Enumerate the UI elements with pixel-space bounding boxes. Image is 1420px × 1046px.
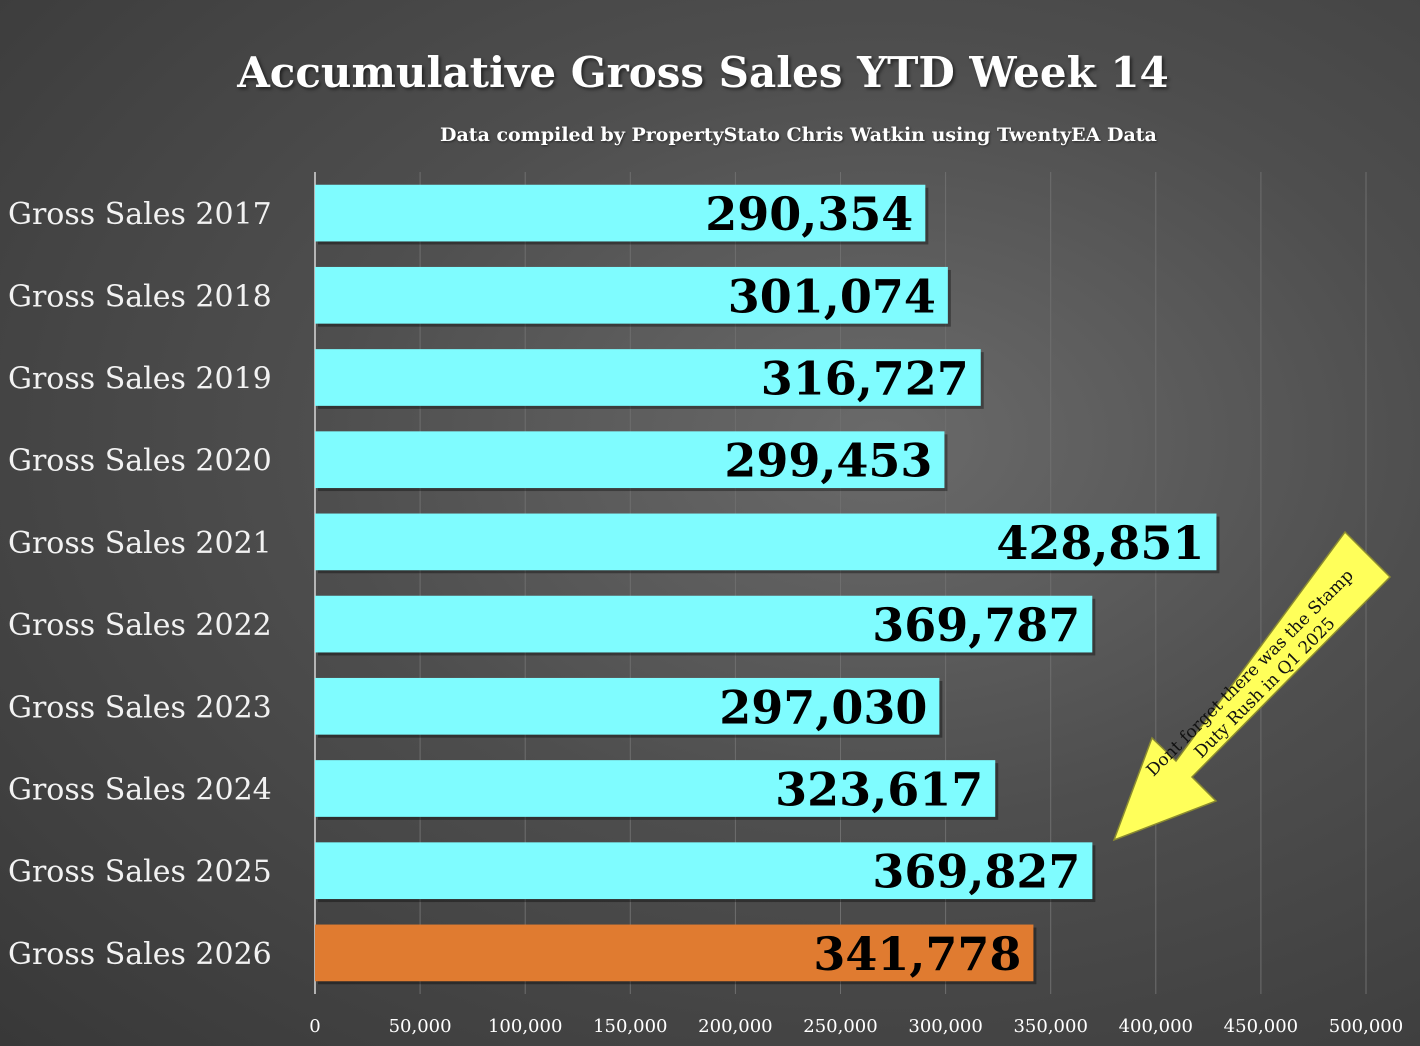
bar	[315, 842, 1093, 900]
chart-subtitle: Data compiled by PropertyStato Chris Wat…	[440, 124, 1157, 146]
x-tick-label: 500,000	[1329, 1016, 1403, 1037]
data-label: 428,851	[996, 516, 1204, 570]
bars	[315, 184, 1220, 985]
category-label: Gross Sales 2026	[8, 937, 272, 972]
data-label: 297,030	[719, 680, 927, 734]
bar	[315, 349, 981, 406]
x-tick-label: 450,000	[1224, 1016, 1298, 1037]
category-label: Gross Sales 2021	[8, 526, 272, 561]
bar	[315, 184, 926, 242]
data-label: 341,778	[813, 927, 1021, 981]
labels: Gross Sales 2017 290,354 Gross Sales 2018 3…	[8, 187, 1204, 981]
x-tick-label: 300,000	[908, 1016, 982, 1037]
data-label: 369,787	[872, 598, 1080, 652]
x-tick-label: 250,000	[803, 1016, 877, 1037]
data-label: 299,453	[724, 434, 932, 488]
data-label: 369,827	[872, 845, 1080, 899]
bar	[315, 924, 1034, 982]
category-label: Gross Sales 2024	[8, 773, 272, 808]
x-tick-label: 200,000	[698, 1016, 772, 1037]
bar	[315, 595, 1093, 653]
data-label: 323,617	[775, 763, 983, 817]
data-label: 316,727	[761, 352, 969, 406]
x-tick-label: 150,000	[593, 1016, 667, 1037]
arrow-shape	[1112, 530, 1392, 842]
data-label: 301,074	[728, 269, 936, 323]
category-label: Gross Sales 2019	[8, 362, 272, 397]
bar	[315, 513, 1217, 571]
x-tick-label: 50,000	[389, 1016, 452, 1037]
chart-title: Accumulative Gross Sales YTD Week 14	[237, 48, 1169, 97]
x-tick-label: 100,000	[488, 1016, 562, 1037]
bar	[315, 760, 996, 817]
category-label: Gross Sales 2025	[8, 855, 272, 890]
annotation-arrow	[1112, 530, 1392, 842]
category-label: Gross Sales 2023	[8, 690, 272, 725]
bar	[315, 677, 940, 735]
category-label: Gross Sales 2020	[8, 444, 272, 479]
x-axis-ticks: 0 50,000 100,000 150,000 200,000 250,000 300,0…	[309, 1016, 1403, 1037]
data-label: 290,354	[705, 187, 913, 241]
x-tick-label: 0	[309, 1016, 320, 1037]
x-tick-label: 350,000	[1013, 1016, 1087, 1037]
category-label: Gross Sales 2018	[8, 279, 272, 314]
category-label: Gross Sales 2022	[8, 608, 272, 643]
category-label: Gross Sales 2017	[8, 197, 272, 232]
x-tick-label: 400,000	[1119, 1016, 1193, 1037]
bar	[315, 266, 948, 324]
bar	[315, 431, 945, 489]
